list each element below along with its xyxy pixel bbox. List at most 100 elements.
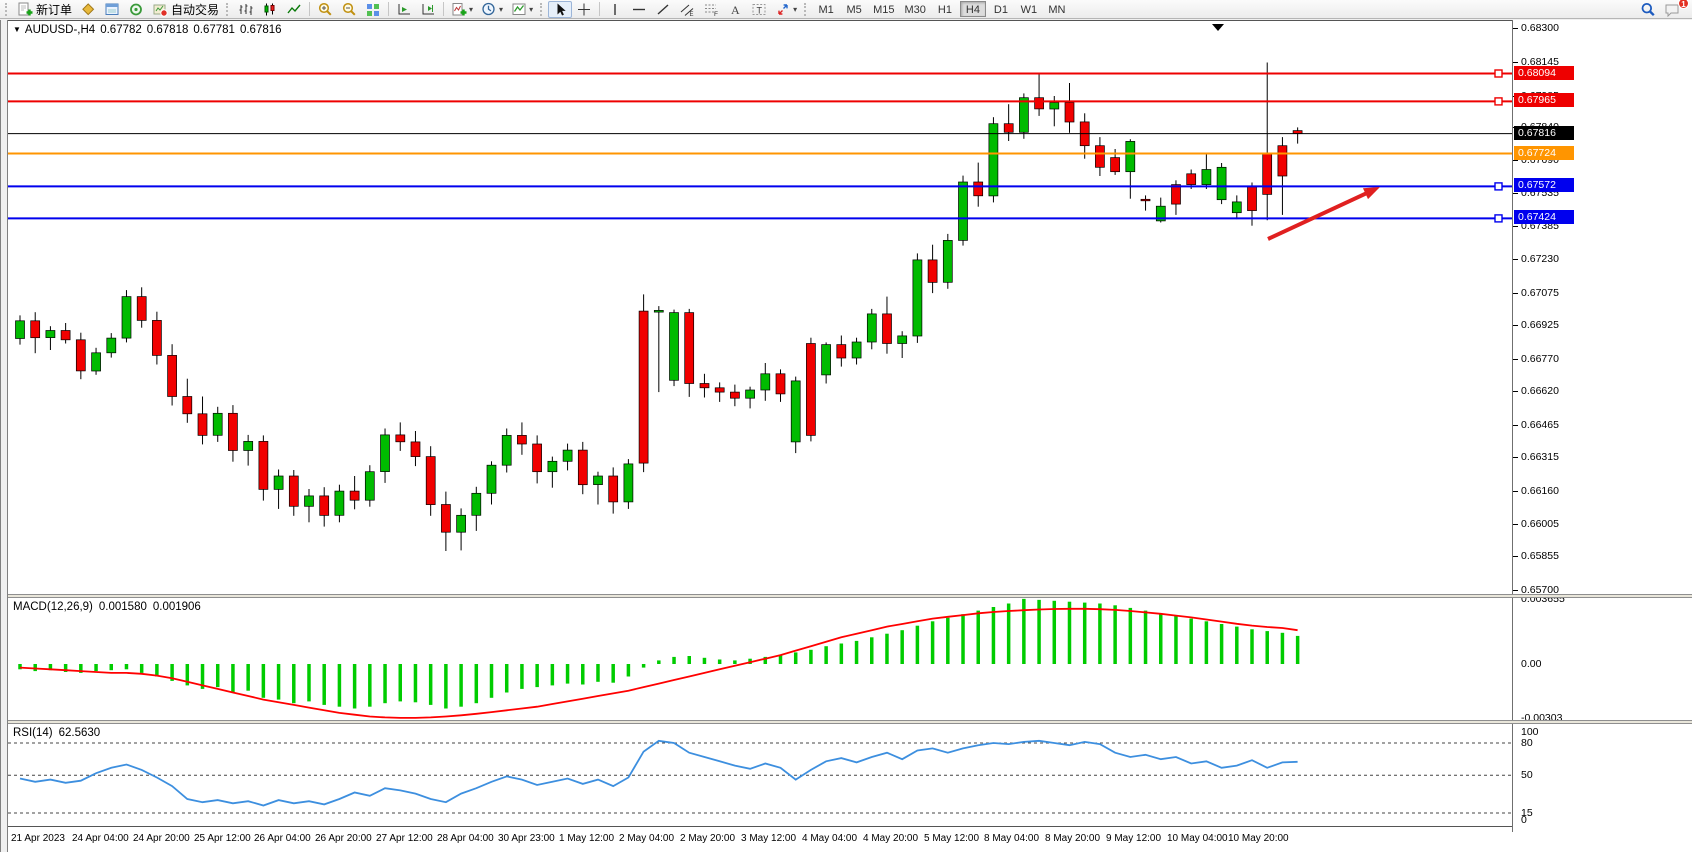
price-tick-label: 0.68145 (1521, 56, 1559, 68)
cursor-tool-button[interactable] (548, 0, 573, 18)
rsi-value: 62.5630 (58, 727, 101, 739)
price-tick-label: 0.65700 (1521, 584, 1559, 596)
candle-body (243, 441, 254, 451)
price-tick-mark (1513, 359, 1518, 360)
svg-text:F: F (714, 11, 718, 17)
time-axis-label: 27 Apr 12:00 (376, 833, 433, 844)
time-axis-label: 26 Apr 20:00 (315, 833, 372, 844)
auto-scroll-button[interactable] (392, 1, 416, 18)
timeframe-button-m30[interactable]: M30 (904, 4, 926, 16)
vertical-line-tool-button[interactable] (603, 1, 627, 18)
panel-splitter[interactable] (8, 594, 1692, 598)
chat-button[interactable]: 1 (1660, 0, 1689, 18)
candle-body (866, 313, 877, 343)
candle-body (304, 495, 314, 507)
macd-canvas[interactable] (8, 598, 1512, 720)
fibonacci-tool-button[interactable]: F (699, 1, 723, 18)
periods-dropdown-caret[interactable]: ▾ (499, 4, 504, 14)
rsi-panel[interactable]: RSI(14) 62.5630 (8, 724, 1512, 827)
price-axis[interactable]: 0.683000.681450.679850.678400.676900.675… (1512, 20, 1692, 832)
candle-body (912, 259, 923, 337)
zoom-out-button[interactable] (337, 1, 361, 18)
crosshair-tool-button[interactable] (572, 1, 596, 18)
candle-body (1140, 198, 1151, 202)
price-level-badge: 0.67724 (1514, 146, 1574, 160)
indicators-dropdown-caret[interactable]: ▾ (469, 4, 474, 14)
candle-body (790, 380, 801, 443)
candle-body (288, 475, 299, 507)
rsi-axis-label: 50 (1521, 769, 1533, 781)
candle-body (1049, 102, 1060, 110)
templates-button[interactable]: ▾ (507, 1, 537, 18)
indicators-button[interactable]: ▾ (447, 1, 477, 18)
candle-body (653, 310, 664, 313)
periods-button[interactable]: ▾ (477, 1, 507, 18)
timeframe-toolbar: M1 M5 M15 M30 H1 H4 D1 W1 MN (812, 1, 1071, 17)
chart-header: ▼ AUDUSD-,H4 0.67782 0.67818 0.67781 0.67816 (13, 24, 287, 36)
line-chart-button[interactable] (282, 1, 306, 18)
arrow-annotation-head (1362, 187, 1380, 200)
templates-dropdown-caret[interactable]: ▾ (529, 4, 534, 14)
collapse-triangle-icon[interactable]: ▼ (13, 25, 21, 34)
svg-text:A: A (731, 3, 740, 17)
toolbar-grip[interactable] (5, 2, 10, 16)
candlestick-chart-button[interactable] (258, 1, 282, 18)
price-level-badge: 0.68094 (1514, 66, 1574, 80)
toolbar-grip[interactable] (540, 2, 545, 16)
trendline-icon (657, 3, 669, 15)
text-tool-button[interactable]: A (723, 1, 747, 18)
panel-splitter[interactable] (8, 720, 1692, 724)
price-tick-mark (1513, 160, 1518, 161)
navigator-button[interactable] (124, 1, 148, 18)
channel-tool-button[interactable]: E (675, 1, 699, 18)
new-order-label: 新订单 (36, 2, 73, 17)
search-button[interactable] (1636, 1, 1660, 18)
candle-body (562, 449, 573, 462)
candle-body (15, 320, 25, 339)
new-order-button[interactable]: 新订单 (13, 1, 76, 18)
toolbar-separator (599, 2, 601, 16)
bar-chart-button[interactable] (234, 1, 258, 18)
auto-trading-button[interactable]: 自动交易 (148, 1, 223, 18)
arrows-tool-button[interactable]: ▾ (771, 1, 801, 18)
timeframe-button-w1[interactable]: W1 (1020, 4, 1038, 16)
time-axis-label: 10 May 20:00 (1228, 833, 1289, 844)
candle-body (136, 296, 147, 321)
horizontal-line-tool-button[interactable] (627, 1, 651, 18)
toolbar-grip[interactable] (226, 2, 231, 16)
timeframe-button-m15[interactable]: M15 (873, 4, 895, 16)
candle-body (517, 435, 527, 445)
text-label-tool-button[interactable]: T (747, 1, 771, 18)
price-tick-mark (1513, 457, 1518, 458)
market-watch-button[interactable] (76, 1, 100, 18)
zoom-in-icon (318, 2, 332, 16)
timeframe-button-m5[interactable]: M5 (846, 4, 862, 16)
navigator-icon (130, 3, 142, 15)
trendline-tool-button[interactable] (651, 1, 675, 18)
timeframe-button-h4[interactable]: H4 (959, 1, 986, 17)
timeframe-button-h1[interactable]: H1 (937, 4, 952, 16)
tile-windows-button[interactable] (361, 1, 385, 18)
main-chart-panel[interactable]: ▼ AUDUSD-,H4 0.67782 0.67818 0.67781 0.67816 (8, 20, 1512, 594)
rsi-canvas[interactable] (8, 724, 1512, 827)
time-axis[interactable]: 21 Apr 2023 24 Apr 04:00 24 Apr 20:00 25 Ap… (8, 829, 1692, 849)
arrows-dropdown-caret[interactable]: ▾ (793, 4, 798, 14)
toolbar-grip[interactable] (804, 2, 809, 16)
data-window-button[interactable] (100, 1, 124, 18)
candle-body (212, 412, 223, 436)
zoom-in-button[interactable] (313, 1, 337, 18)
candle-body (60, 330, 71, 341)
chart-shift-button[interactable] (416, 1, 440, 18)
timeframe-button-m1[interactable]: M1 (818, 4, 834, 16)
price-tick-label: 0.66770 (1521, 353, 1559, 365)
cursor-arrow-icon (557, 3, 566, 15)
timeframe-button-d1[interactable]: D1 (993, 4, 1008, 16)
candle-body (760, 373, 771, 391)
price-tick-label: 0.66315 (1521, 451, 1559, 463)
timeframe-button-mn[interactable]: MN (1048, 4, 1066, 16)
rsi-label: RSI(14) 62.5630 (13, 727, 106, 739)
main-chart-canvas[interactable] (8, 21, 1512, 595)
chat-notification-badge: 1 (1678, 0, 1689, 9)
macd-panel[interactable]: MACD(12,26,9) 0.001580 0.001906 (8, 598, 1512, 720)
time-axis-label: 26 Apr 04:00 (254, 833, 311, 844)
